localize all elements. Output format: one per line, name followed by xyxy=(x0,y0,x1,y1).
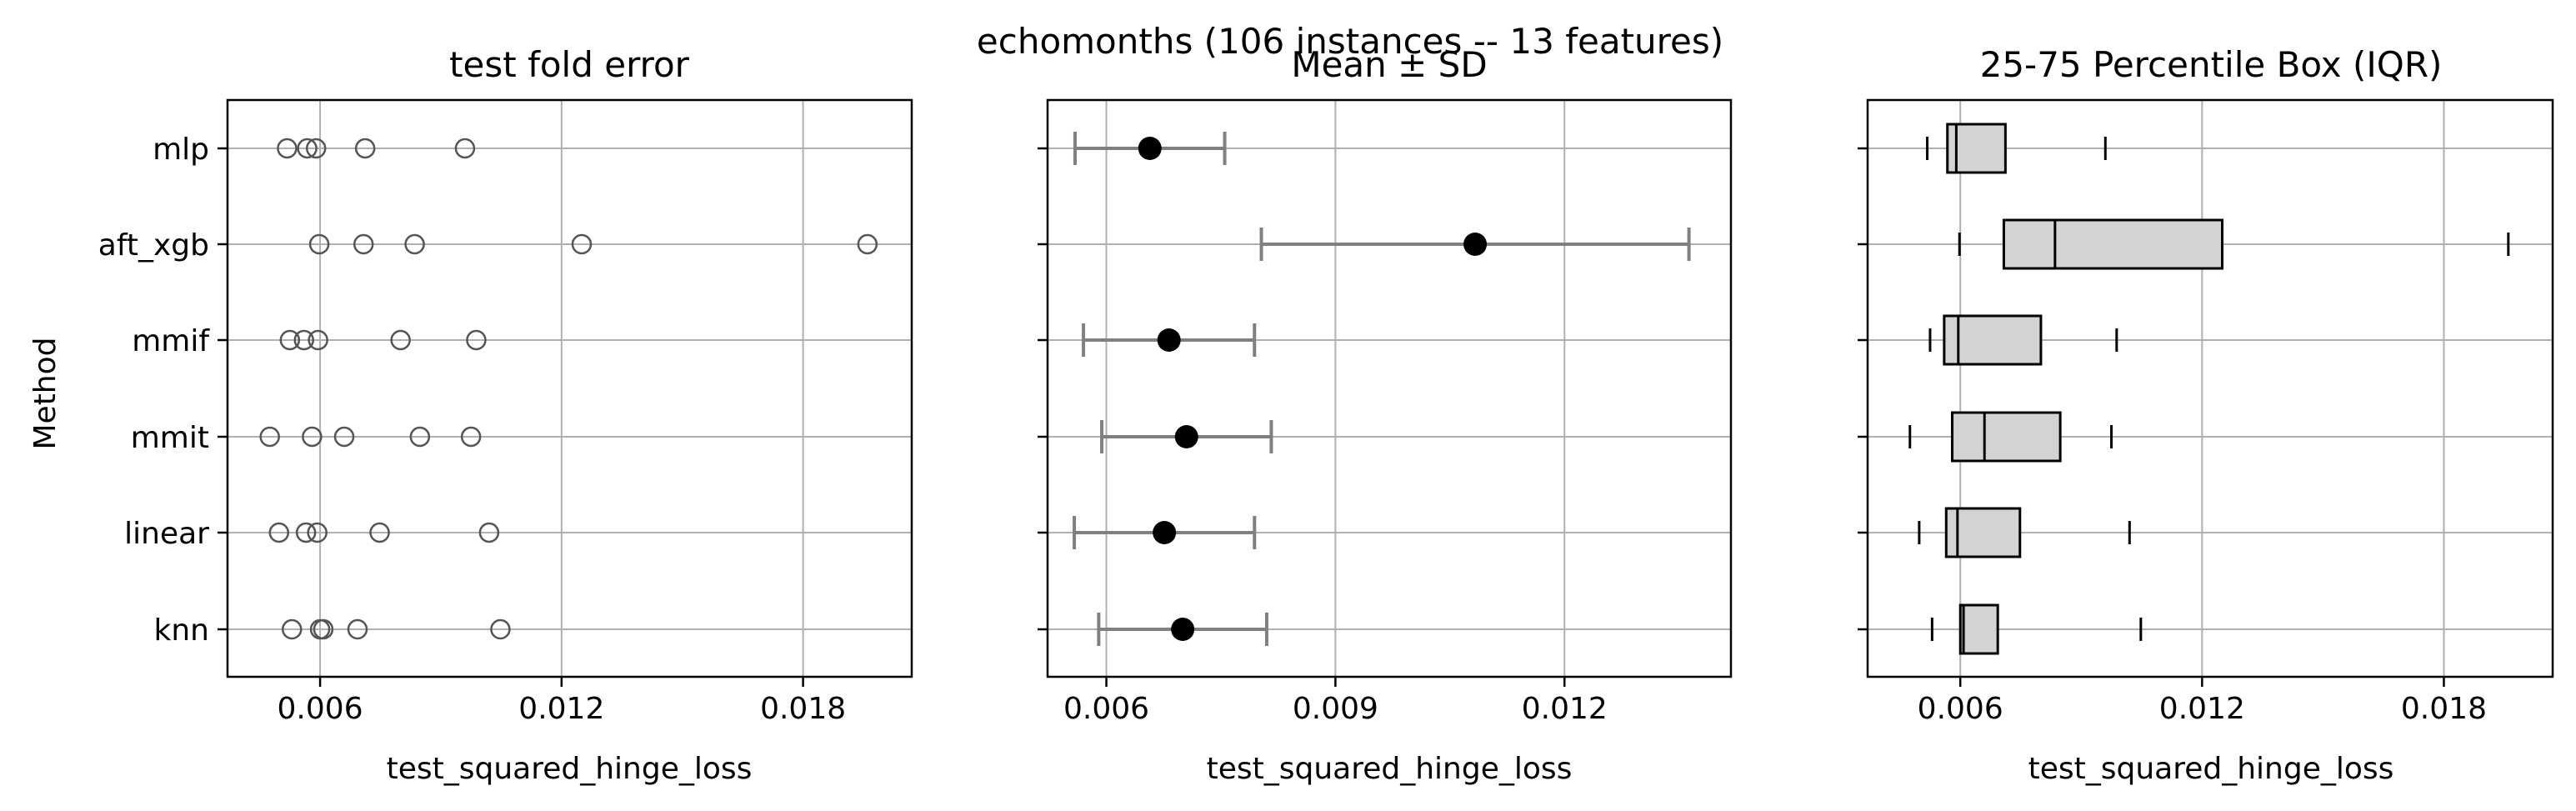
data-point xyxy=(302,426,323,448)
plot-frame xyxy=(1046,98,1733,678)
x-tick-label: 0.012 xyxy=(2159,692,2245,726)
data-point xyxy=(333,426,355,448)
y-tick-label: mlp xyxy=(153,133,209,167)
panel-title: 25-75 Percentile Box (IQR) xyxy=(1980,44,2443,85)
data-point xyxy=(279,329,301,351)
data-point xyxy=(347,618,368,640)
x-tick-label: 0.012 xyxy=(1522,692,1608,726)
panel-title: Mean ± SD xyxy=(1291,44,1487,85)
y-tick-label: aft_xgb xyxy=(98,228,209,263)
plot-frame xyxy=(226,98,913,678)
data-point xyxy=(460,426,482,448)
panel-title: test fold error xyxy=(449,44,690,85)
data-point xyxy=(478,522,500,543)
mean-point xyxy=(1174,425,1198,448)
iqr-box xyxy=(1943,314,2043,366)
data-point xyxy=(353,233,374,255)
data-point xyxy=(313,618,334,640)
data-point xyxy=(454,138,476,159)
data-point xyxy=(307,522,328,543)
x-tick-label: 0.009 xyxy=(1293,692,1378,726)
panel-test-fold-error: test fold error test_squared_hinge_loss … xyxy=(98,44,913,786)
mean-point xyxy=(1157,328,1181,352)
mean-point xyxy=(1153,521,1177,544)
data-point xyxy=(268,522,290,543)
iqr-box xyxy=(1951,411,2062,463)
data-point xyxy=(308,329,328,351)
mean-point xyxy=(1138,137,1162,160)
data-point xyxy=(295,522,317,543)
data-point xyxy=(277,138,298,159)
data-point xyxy=(404,233,425,255)
x-tick-label: 0.006 xyxy=(278,692,363,726)
data-point xyxy=(857,233,878,255)
data-point xyxy=(305,138,327,159)
data-point xyxy=(282,618,303,640)
iqr-box xyxy=(1958,603,1999,655)
x-tick-label: 0.018 xyxy=(760,692,846,726)
data-point xyxy=(308,233,330,255)
data-point xyxy=(571,233,593,255)
mean-point xyxy=(1463,233,1488,256)
x-tick-label: 0.012 xyxy=(518,692,604,726)
data-point xyxy=(354,138,376,159)
data-point xyxy=(259,426,280,448)
plot-frame xyxy=(1866,98,2554,678)
x-tick-label: 0.006 xyxy=(1063,692,1149,726)
x-axis-label: test_squared_hinge_loss xyxy=(2028,752,2394,786)
x-tick-label: 0.006 xyxy=(1918,692,2003,726)
data-point xyxy=(466,329,487,351)
data-point xyxy=(369,522,390,543)
iqr-box xyxy=(2002,218,2224,270)
x-axis-label: test_squared_hinge_loss xyxy=(1207,752,1573,786)
figure-title: echomonths (106 instances -- 13 features… xyxy=(977,21,1723,62)
y-tick-label: linear xyxy=(124,517,209,551)
x-tick-label: 0.018 xyxy=(2401,692,2487,726)
data-point xyxy=(490,618,511,640)
y-tick-label: knn xyxy=(154,613,209,648)
panel-mean-sd: Mean ± SD test_squared_hinge_loss 0.006 0… xyxy=(1038,44,1733,786)
data-point xyxy=(390,329,411,351)
data-point xyxy=(293,329,315,351)
data-point xyxy=(297,138,318,159)
y-tick-label: mmif xyxy=(132,324,210,358)
x-axis-label: test_squared_hinge_loss xyxy=(387,752,753,786)
data-point xyxy=(409,426,431,448)
figure-ylabel: Method xyxy=(28,337,63,449)
y-tick-label: mmit xyxy=(131,421,209,455)
mean-point xyxy=(1171,618,1195,641)
panel-iqr-box: 25-75 Percentile Box (IQR) test_squared_… xyxy=(1858,44,2554,786)
